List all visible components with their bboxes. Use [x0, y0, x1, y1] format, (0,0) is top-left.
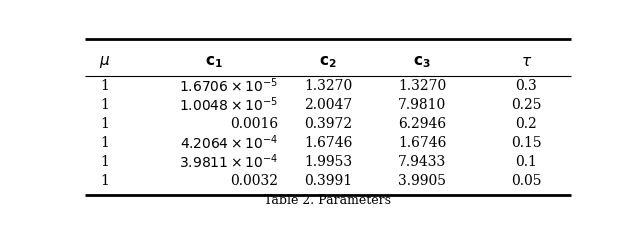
Text: 1.9953: 1.9953	[304, 155, 352, 169]
Text: 1: 1	[100, 136, 109, 150]
Text: 1: 1	[100, 155, 109, 169]
Text: 1.3270: 1.3270	[304, 79, 352, 93]
Text: $\mathbf{c_2}$: $\mathbf{c_2}$	[319, 54, 337, 70]
Text: 7.9810: 7.9810	[398, 98, 446, 112]
Text: Table 2. Parameters: Table 2. Parameters	[264, 194, 392, 207]
Text: 0.3972: 0.3972	[304, 117, 352, 131]
Text: 1: 1	[100, 98, 109, 112]
Text: $\mathbf{c_3}$: $\mathbf{c_3}$	[413, 54, 431, 70]
Text: 3.9905: 3.9905	[398, 174, 446, 188]
Text: 0.25: 0.25	[511, 98, 541, 112]
Text: 1.3270: 1.3270	[398, 79, 446, 93]
Text: 1.6746: 1.6746	[304, 136, 352, 150]
Text: 0.1: 0.1	[515, 155, 538, 169]
Text: 1: 1	[100, 174, 109, 188]
Text: 0.05: 0.05	[511, 174, 541, 188]
Text: $3.9811 \times 10^{-4}$: $3.9811 \times 10^{-4}$	[179, 153, 278, 171]
Text: 2.0047: 2.0047	[304, 98, 352, 112]
Text: $1.0048 \times 10^{-5}$: $1.0048 \times 10^{-5}$	[179, 96, 278, 114]
Text: 0.3: 0.3	[516, 79, 537, 93]
Text: 6.2946: 6.2946	[398, 117, 446, 131]
Text: $\mu$: $\mu$	[99, 54, 111, 70]
Text: 1.6746: 1.6746	[398, 136, 447, 150]
Text: 0.2: 0.2	[516, 117, 537, 131]
Text: 0.0032: 0.0032	[230, 174, 278, 188]
Text: $\tau$: $\tau$	[521, 55, 532, 69]
Text: 0.3991: 0.3991	[304, 174, 352, 188]
Text: 1: 1	[100, 117, 109, 131]
Text: $4.2064 \times 10^{-4}$: $4.2064 \times 10^{-4}$	[180, 134, 278, 152]
Text: 7.9433: 7.9433	[398, 155, 446, 169]
Text: $\mathbf{c_1}$: $\mathbf{c_1}$	[205, 54, 223, 70]
Text: 1: 1	[100, 79, 109, 93]
Text: 0.15: 0.15	[511, 136, 541, 150]
Text: $1.6706 \times 10^{-5}$: $1.6706 \times 10^{-5}$	[179, 76, 278, 95]
Text: 0.0016: 0.0016	[230, 117, 278, 131]
